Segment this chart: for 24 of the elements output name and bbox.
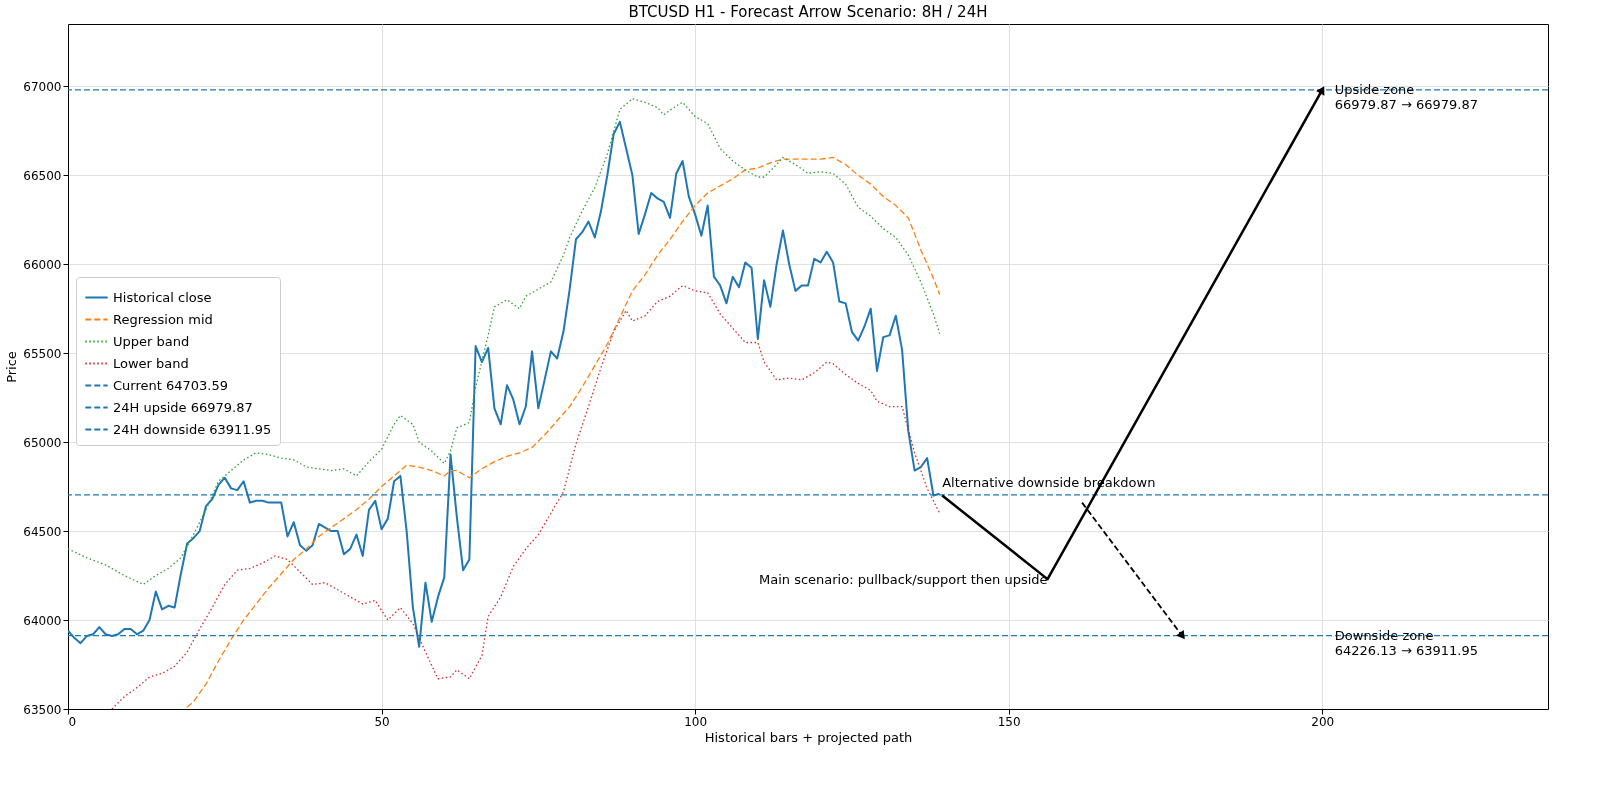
x-tick-label: 100 (684, 714, 708, 729)
legend-label: 24H downside 63911.95 (113, 421, 272, 437)
legend-label: Upper band (113, 333, 190, 349)
y-tick-label: 67000 (23, 79, 62, 94)
y-tick-label: 65000 (23, 435, 62, 450)
y-tick-label: 64500 (23, 524, 62, 539)
x-axis-title: Historical bars + projected path (704, 729, 913, 745)
y-tick-label: 64000 (23, 613, 62, 628)
x-tick-label: 50 (374, 714, 390, 729)
legend-label: Regression mid (113, 311, 213, 327)
legend-label: Lower band (113, 355, 189, 371)
legend-label: 24H upside 66979.87 (113, 399, 253, 415)
legend-label: Current 64703.59 (113, 377, 228, 393)
y-axis-title: Price (4, 351, 20, 383)
annotation: Main scenario: pullback/support then upside (758, 571, 1048, 587)
legend-label: Historical close (113, 289, 212, 305)
x-tick-label: 200 (1311, 714, 1335, 729)
y-tick-label: 63500 (23, 702, 62, 717)
y-tick-label: 66500 (23, 168, 62, 183)
chart-title: BTCUSD H1 - Forecast Arrow Scenario: 8H / 24H (628, 3, 988, 21)
y-tick-label: 66000 (23, 257, 62, 272)
x-tick-label: 150 (997, 714, 1021, 729)
x-tick-label: 0 (68, 714, 77, 729)
y-tick-label: 65500 (23, 346, 62, 361)
